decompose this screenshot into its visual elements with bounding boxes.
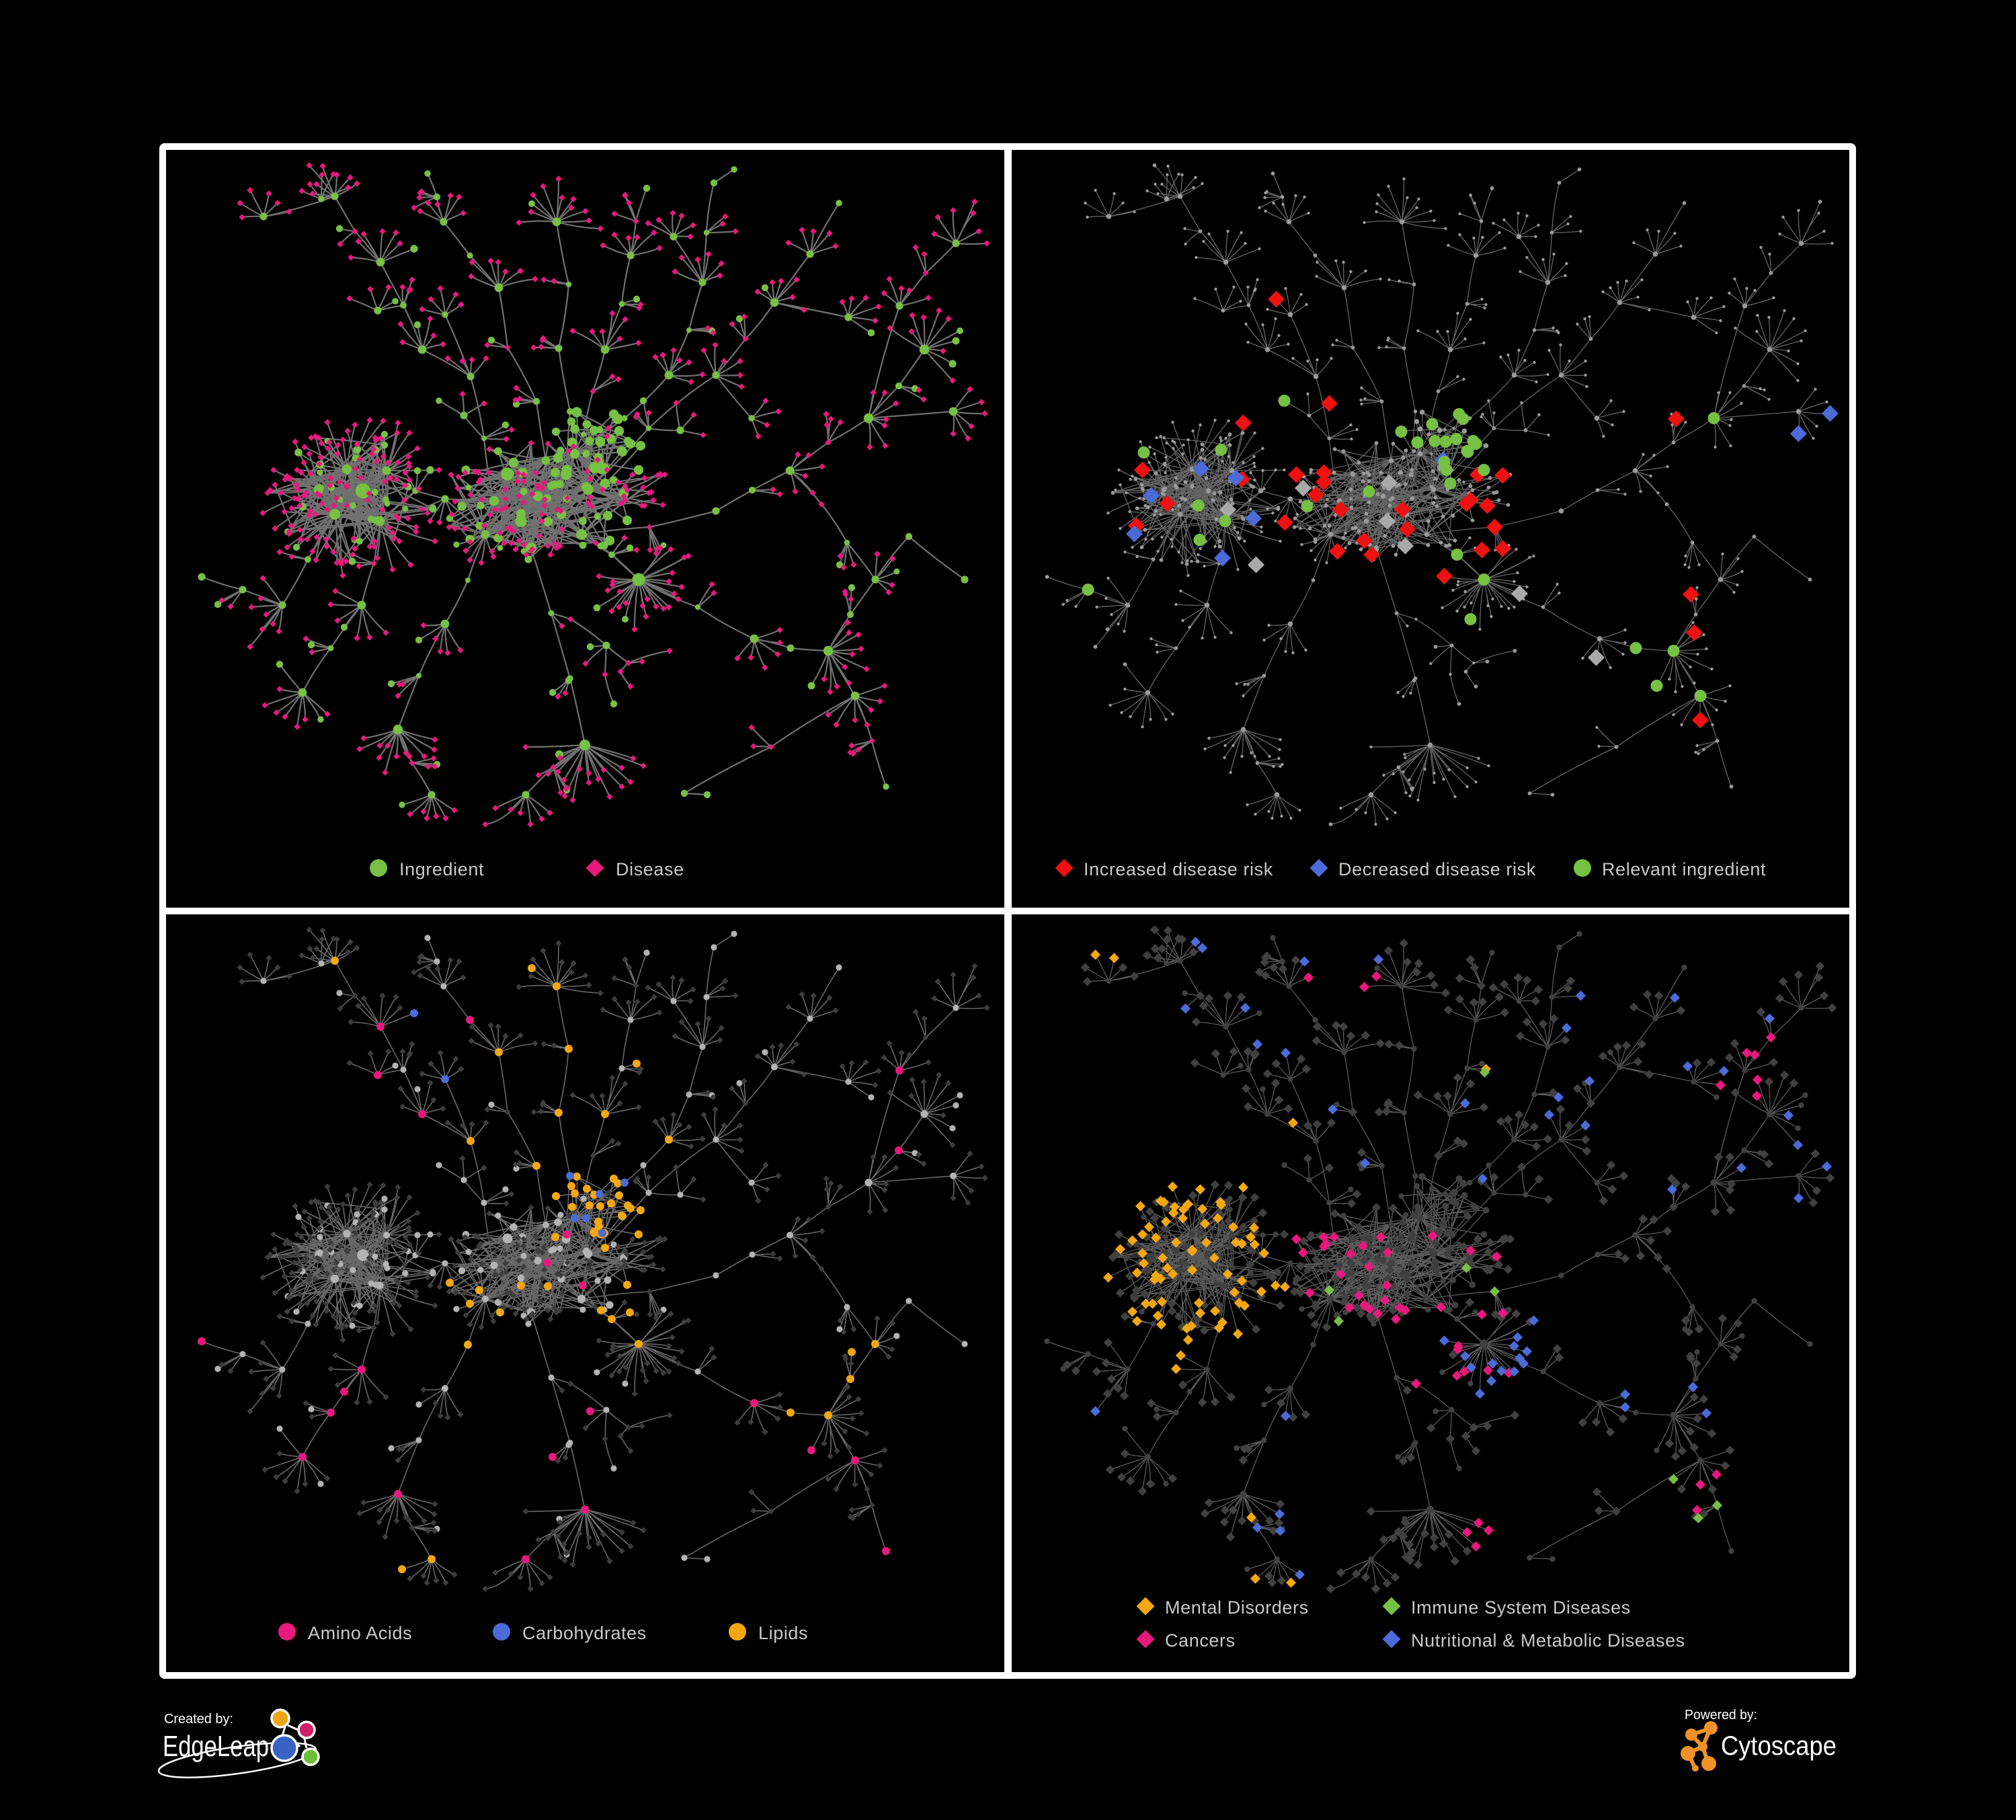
svg-text:Increased disease risk: Increased disease risk (1084, 859, 1273, 879)
svg-text:Disease: Disease (616, 859, 684, 879)
svg-text:Decreased disease risk: Decreased disease risk (1338, 859, 1536, 879)
svg-text:Immune System Diseases: Immune System Diseases (1411, 1597, 1631, 1618)
svg-text:Mental Disorders: Mental Disorders (1165, 1597, 1309, 1618)
svg-text:Relevant ingredient: Relevant ingredient (1602, 859, 1766, 879)
svg-text:Cancers: Cancers (1165, 1630, 1236, 1651)
svg-text:Amino Acids: Amino Acids (308, 1623, 412, 1643)
svg-text:EdgeLeap: EdgeLeap (163, 1730, 269, 1763)
svg-text:Lipids: Lipids (758, 1623, 808, 1643)
svg-text:Carbohydrates: Carbohydrates (522, 1623, 647, 1643)
svg-text:Nutritional & Metabolic Diseas: Nutritional & Metabolic Diseases (1411, 1630, 1685, 1651)
svg-text:Ingredient: Ingredient (399, 859, 484, 879)
svg-text:Powered by:: Powered by: (1685, 1708, 1757, 1723)
svg-text:Created by:: Created by: (164, 1712, 233, 1727)
svg-text:Cytoscape: Cytoscape (1721, 1731, 1837, 1761)
